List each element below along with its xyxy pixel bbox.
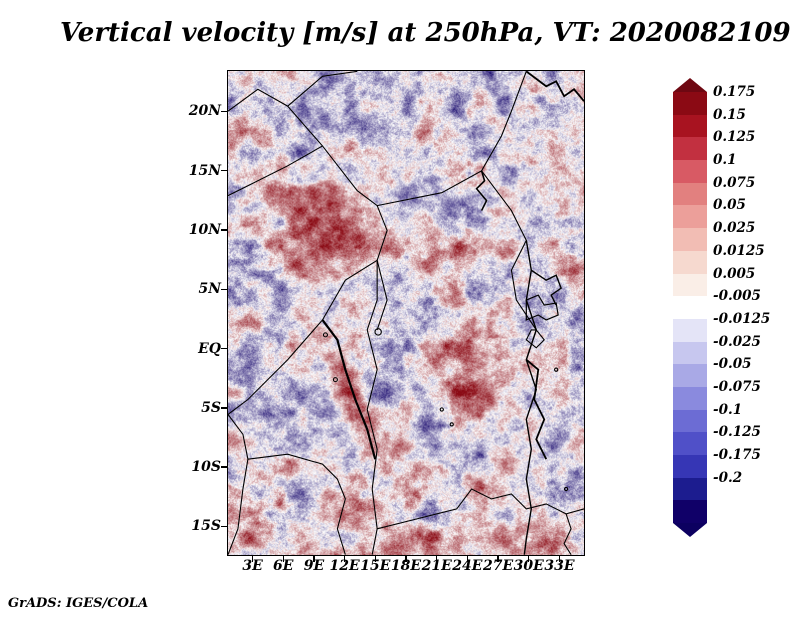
x-axis-tick-mark-6e xyxy=(283,556,284,562)
x-axis-tick-mark-18e xyxy=(405,556,406,562)
y-axis-label-5s: 5S xyxy=(201,400,221,416)
y-axis-tick-mark-5s xyxy=(221,407,227,408)
vertical-velocity-heatmap[interactable] xyxy=(228,71,584,555)
colorbar-level-label-2: 0.125 xyxy=(713,129,755,145)
x-axis-tick-mark-27e xyxy=(497,556,498,562)
colorbar-swatch-0[interactable]: 0.175 xyxy=(673,92,707,115)
colorbar-swatch-18[interactable] xyxy=(673,500,707,523)
colorbar-level-label-8: 0.005 xyxy=(713,266,755,282)
colorbar-level-label-14: -0.1 xyxy=(713,402,742,418)
y-axis-tick-mark-10n xyxy=(221,229,227,230)
x-axis-tick-mark-9e xyxy=(313,556,314,562)
y-axis-tick-mark-15s xyxy=(221,526,227,527)
colorbar-swatch-3[interactable]: 0.1 xyxy=(673,160,707,183)
x-axis-tick-mark-3e xyxy=(252,556,253,562)
colorbar-swatch-2[interactable]: 0.125 xyxy=(673,137,707,160)
colorbar-level-label-16: -0.175 xyxy=(713,447,761,463)
colorbar-swatch-1[interactable]: 0.15 xyxy=(673,115,707,138)
colorbar-level-label-3: 0.1 xyxy=(713,152,737,168)
colorbar-level-label-12: -0.05 xyxy=(713,356,751,372)
colorbar-level-label-0: 0.175 xyxy=(713,84,755,100)
source-caption: GrADS: IGES/COLA xyxy=(8,596,148,611)
colorbar-swatch-11[interactable]: -0.025 xyxy=(673,342,707,365)
x-axis-tick-mark-30e xyxy=(528,556,529,562)
y-axis-label-20n: 20N xyxy=(189,103,221,119)
colorbar-swatch-8[interactable]: 0.005 xyxy=(673,274,707,297)
x-axis-tick-mark-24e xyxy=(467,556,468,562)
x-axis-tick-mark-15e xyxy=(375,556,376,562)
x-axis-tick-mark-33e xyxy=(559,556,560,562)
colorbar-level-label-10: -0.0125 xyxy=(713,311,770,327)
colorbar-level-label-6: 0.025 xyxy=(713,220,755,236)
colorbar-level-label-15: -0.125 xyxy=(713,424,761,440)
colorbar-level-label-4: 0.075 xyxy=(713,175,755,191)
x-axis-tick-mark-12e xyxy=(344,556,345,562)
colorbar-level-label-11: -0.025 xyxy=(713,334,761,350)
grads-plot-window: Vertical velocity [m/s] at 250hPa, VT: 2… xyxy=(0,0,800,618)
colorbar-arrow-bottom xyxy=(673,523,707,537)
y-axis-label-5n: 5N xyxy=(198,281,221,297)
colorbar-swatch-13[interactable]: -0.075 xyxy=(673,387,707,410)
colorbar-swatch-9[interactable]: -0.005 xyxy=(673,296,707,319)
colorbar-level-label-9: -0.005 xyxy=(713,288,761,304)
colorbar-swatch-15[interactable]: -0.125 xyxy=(673,432,707,455)
y-axis-tick-mark-5n xyxy=(221,289,227,290)
colorbar-level-label-7: 0.0125 xyxy=(713,243,765,259)
y-axis-tick-mark-15n xyxy=(221,170,227,171)
colorbar-level-label-13: -0.075 xyxy=(713,379,761,395)
y-axis-tick-mark-20n xyxy=(221,111,227,112)
y-axis-label-15n: 15N xyxy=(189,163,221,179)
y-axis-tick-mark-10s xyxy=(221,466,227,467)
y-axis-label-10s: 10S xyxy=(191,459,221,475)
colorbar-swatch-7[interactable]: 0.0125 xyxy=(673,251,707,274)
y-axis-label-eq: EQ xyxy=(198,341,221,357)
colorbar-swatch-10[interactable]: -0.0125 xyxy=(673,319,707,342)
colorbar-swatch-12[interactable]: -0.05 xyxy=(673,364,707,387)
y-axis-label-15s: 15S xyxy=(191,518,221,534)
colorbar-level-label-17: -0.2 xyxy=(713,470,742,486)
colorbar-swatch-4[interactable]: 0.075 xyxy=(673,183,707,206)
colorbar-swatch-16[interactable]: -0.175 xyxy=(673,455,707,478)
colorbar-level-label-5: 0.05 xyxy=(713,197,746,213)
x-axis-tick-mark-21e xyxy=(436,556,437,562)
colorbar-level-label-1: 0.15 xyxy=(713,107,746,123)
map-plot-area[interactable] xyxy=(227,70,585,556)
y-axis-tick-mark-eq xyxy=(221,348,227,349)
colorbar-swatch-14[interactable]: -0.1 xyxy=(673,410,707,433)
y-axis-label-10n: 10N xyxy=(189,222,221,238)
page-title: Vertical velocity [m/s] at 250hPa, VT: 2… xyxy=(60,18,791,48)
colorbar[interactable]: 0.175 0.15 0.125 0.1 0.075 0.05 0.025 0.0125 0.0… xyxy=(673,78,707,537)
colorbar-arrow-top xyxy=(673,78,707,92)
colorbar-swatch-5[interactable]: 0.05 xyxy=(673,205,707,228)
colorbar-swatch-6[interactable]: 0.025 xyxy=(673,228,707,251)
colorbar-swatch-17[interactable]: -0.2 xyxy=(673,478,707,501)
